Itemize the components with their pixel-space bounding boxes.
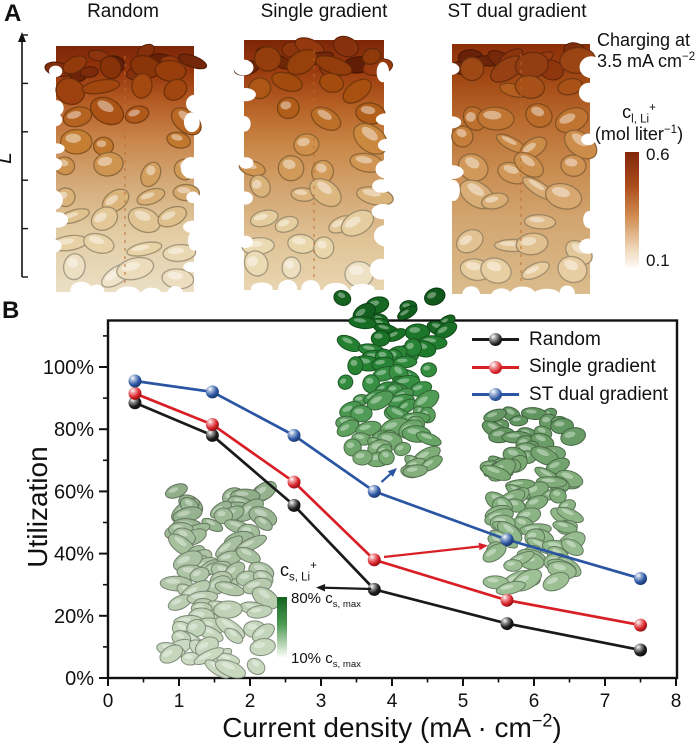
legend-label: Random: [529, 328, 601, 350]
y-tick-label: 100%: [43, 357, 94, 379]
legend-item-random: Random: [472, 326, 668, 354]
data-point: [634, 618, 647, 632]
charging-line1: Charging at: [597, 30, 691, 50]
annotation-arrow: [316, 583, 372, 592]
y-tick-label: 80%: [54, 419, 94, 441]
data-point: [205, 428, 219, 442]
y-tick-label: 0%: [65, 668, 94, 690]
electrolyte-colorbar: [625, 152, 639, 267]
x-tick-label: 4: [387, 691, 398, 712]
porous-structure-random: [44, 43, 208, 301]
annotation-arrow: [383, 542, 488, 559]
x-tick-label: 3: [316, 691, 327, 712]
colorbar-max-label: 0.6: [646, 145, 670, 164]
solid-concentration-label: cs, Li+: [280, 560, 317, 584]
annotation-arrow: [380, 468, 397, 483]
data-point: [128, 386, 142, 400]
legend-marker: [489, 388, 502, 402]
inset-st-dual-gradient-structure: [333, 287, 458, 479]
solid-concentration-colorbar: [277, 597, 287, 658]
data-point: [500, 533, 514, 547]
x-tick-label: 5: [458, 691, 469, 712]
legend-line: [472, 388, 519, 402]
y-tick-label: 40%: [54, 544, 94, 566]
data-point: [367, 484, 381, 498]
data-point: [634, 643, 647, 657]
utilization-chart: 0 1 2 3 4 5 6 7 80%20%40%60%80%100%: [43, 287, 682, 712]
panel-a-title-single-gradient: Single gradient: [260, 1, 388, 22]
charging-line2: 3.5 mA cm: [597, 51, 683, 72]
data-point: [128, 396, 142, 410]
panel-a-title-random: Random: [87, 1, 159, 22]
colorbar-min-label: 0.1: [646, 251, 670, 270]
series-st-dual-gradient: [128, 374, 647, 585]
charging-annotation: Charging at 3.5 mA cm−2: [597, 30, 696, 72]
x-tick-label: 2: [245, 691, 256, 712]
inset-random-structure: [156, 480, 280, 679]
porous-structure-st-dual-gradient: [438, 42, 604, 304]
legend: Random Single gradient ST dual gradient: [472, 326, 668, 409]
solid-colorbar-min-label: 10% cs, max: [291, 650, 361, 670]
data-point: [500, 617, 514, 631]
data-point: [205, 385, 219, 399]
x-tick-label: 6: [529, 691, 540, 712]
data-point: [500, 593, 514, 607]
legend-label: Single gradient: [529, 356, 656, 378]
y-tick-label: 60%: [54, 481, 94, 503]
x-axis-title: Current density (mA · cm−2): [222, 710, 562, 743]
data-point: [367, 582, 381, 596]
data-point: [205, 418, 219, 432]
panel-a-letter: A: [4, 0, 22, 27]
series-single-gradient: [128, 386, 647, 632]
y-tick-label: 20%: [54, 606, 94, 628]
legend-line: [472, 333, 519, 347]
electrolyte-concentration-label: cl, Li+ (mol liter−1): [594, 102, 684, 144]
data-point: [128, 374, 142, 388]
data-point: [287, 498, 301, 512]
y-axis-title: Utilization: [22, 446, 53, 568]
data-point: [367, 553, 381, 567]
data-point: [287, 475, 301, 489]
legend-label: ST dual gradient: [529, 383, 669, 405]
axis-ticks: 0 1 2 3 4 5 6 7 80%20%40%60%80%100%: [43, 335, 682, 712]
legend-marker: [489, 333, 502, 347]
panel-a-title-st-dual-gradient: ST dual gradient: [447, 1, 587, 22]
data-point: [634, 571, 647, 585]
series-random: [128, 396, 647, 657]
x-tick-label: 1: [174, 691, 185, 712]
porous-structure-single-gradient: [233, 35, 398, 301]
solid-colorbar-max-label: 80% cs, max: [291, 590, 361, 610]
legend-item-st-dual-gradient: ST dual gradient: [472, 381, 668, 409]
x-tick-label: 7: [600, 691, 611, 712]
x-tick-label: 0: [103, 691, 114, 712]
data-point: [287, 428, 301, 442]
panel-a-graphics: [18, 32, 604, 304]
x-tick-label: 8: [671, 691, 682, 712]
panel-b-letter: B: [2, 297, 20, 324]
inset-single-gradient-structure: [479, 406, 586, 596]
legend-line: [472, 360, 519, 374]
length-axis-label: L: [0, 152, 17, 164]
legend-marker: [489, 360, 502, 374]
legend-item-single-gradient: Single gradient: [472, 354, 668, 382]
